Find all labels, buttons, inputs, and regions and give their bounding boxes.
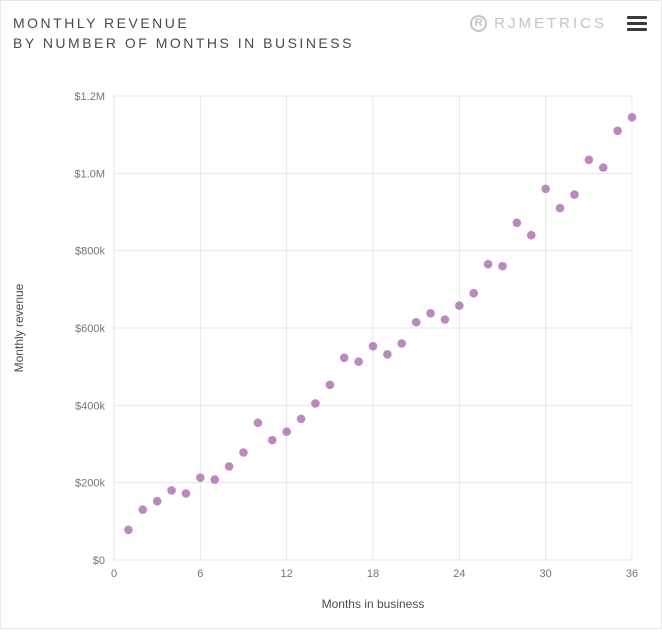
data-point[interactable] xyxy=(167,486,176,495)
data-point[interactable] xyxy=(483,259,493,269)
scatter-chart-svg: $0 $200k $400k $600k $800k $1.0M $1.2M 0 6 12 18 24… xyxy=(12,91,638,611)
data-point[interactable] xyxy=(440,315,450,324)
data-point[interactable] xyxy=(498,261,507,271)
data-point[interactable] xyxy=(210,475,220,484)
data-point[interactable] xyxy=(368,341,378,351)
data-point[interactable] xyxy=(526,230,536,240)
data-point[interactable] xyxy=(296,414,306,424)
scatter-chart: $0 $200k $400k $600k $800k $1.0M $1.2M 0 6 12 18 24… xyxy=(1,59,662,630)
x-tick-label: 24 xyxy=(453,568,465,580)
y-tick-label: $0 xyxy=(93,555,105,567)
chart-points xyxy=(124,112,637,535)
data-point[interactable] xyxy=(627,112,637,122)
data-point[interactable] xyxy=(339,353,349,363)
data-point[interactable] xyxy=(598,163,608,172)
page-title-line1: MONTHLY REVENUE xyxy=(13,15,190,31)
x-tick-label: 30 xyxy=(540,568,552,580)
data-point[interactable] xyxy=(138,505,148,515)
page-title: MONTHLY REVENUE BY NUMBER OF MONTHS IN B… xyxy=(13,13,354,53)
y-tick-label: $800k xyxy=(75,246,105,258)
data-point[interactable] xyxy=(613,126,622,136)
rjmetrics-logo-icon: R xyxy=(470,15,488,32)
x-tick-label: 6 xyxy=(197,568,203,580)
y-tick-label: $400k xyxy=(75,400,105,412)
page-header: MONTHLY REVENUE BY NUMBER OF MONTHS IN B… xyxy=(1,1,661,59)
hamburger-menu-icon[interactable] xyxy=(627,16,647,31)
data-point[interactable] xyxy=(455,301,464,310)
data-point[interactable] xyxy=(224,462,234,471)
data-point[interactable] xyxy=(541,184,550,194)
data-point[interactable] xyxy=(469,288,479,298)
data-point[interactable] xyxy=(282,427,291,436)
data-point[interactable] xyxy=(253,418,263,428)
x-tick-label: 0 xyxy=(111,568,117,580)
data-point[interactable] xyxy=(570,190,579,199)
data-point[interactable] xyxy=(354,357,363,366)
y-axis-title: Monthly revenue xyxy=(12,283,26,372)
data-point[interactable] xyxy=(411,317,421,327)
rjmetrics-logo-text: RJMETRICS xyxy=(494,15,607,32)
data-point[interactable] xyxy=(584,155,594,165)
x-tick-label: 18 xyxy=(367,568,379,580)
rjmetrics-logo[interactable]: R RJMETRICS xyxy=(470,15,607,32)
data-point[interactable] xyxy=(181,489,191,498)
data-point[interactable] xyxy=(267,435,277,445)
data-point[interactable] xyxy=(239,448,248,457)
y-tick-label: $600k xyxy=(75,323,105,335)
data-point[interactable] xyxy=(152,496,162,506)
data-point[interactable] xyxy=(325,380,335,390)
chart-gridlines xyxy=(113,95,633,561)
page-title-line2: BY NUMBER OF MONTHS IN BUSINESS xyxy=(13,35,354,51)
header-right: R RJMETRICS xyxy=(470,15,647,32)
data-point[interactable] xyxy=(555,203,565,213)
y-tick-label: $1.2M xyxy=(74,91,105,103)
x-tick-label: 12 xyxy=(281,568,293,580)
data-point[interactable] xyxy=(383,349,392,359)
data-point[interactable] xyxy=(196,473,205,482)
x-tick-label: 36 xyxy=(626,568,638,580)
y-tick-label: $1.0M xyxy=(74,168,105,180)
y-tick-label: $200k xyxy=(75,478,105,490)
data-point[interactable] xyxy=(397,339,407,348)
data-point[interactable] xyxy=(124,525,133,535)
chart-tick-labels: $0 $200k $400k $600k $800k $1.0M $1.2M 0 6 12 18 24… xyxy=(74,91,638,580)
data-point[interactable] xyxy=(426,309,435,318)
x-axis-title: Months in business xyxy=(322,597,425,611)
data-point[interactable] xyxy=(512,218,522,228)
data-point[interactable] xyxy=(311,399,320,408)
